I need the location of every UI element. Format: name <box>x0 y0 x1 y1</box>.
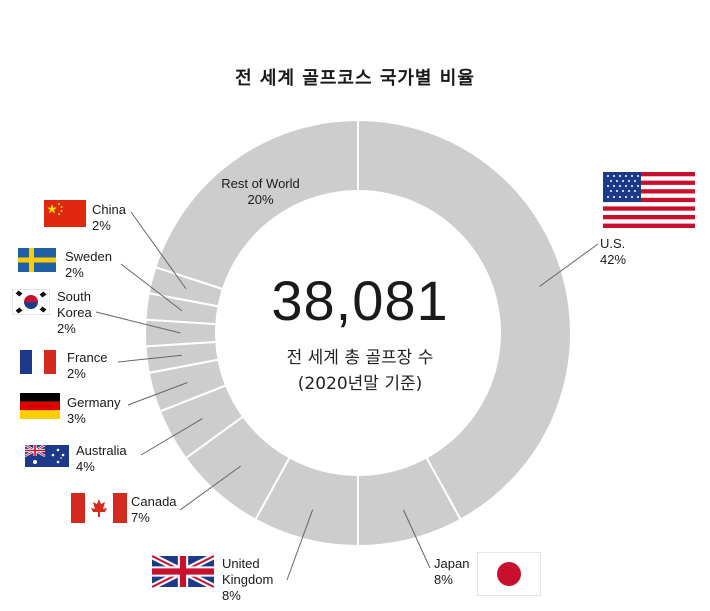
label-south-korea: South Korea 2% <box>57 289 92 337</box>
label-uk-name2: Kingdom <box>222 572 274 587</box>
label-uk-name1: United <box>222 556 260 571</box>
label-canada-pct: 7% <box>131 510 150 525</box>
uk-flag-icon <box>152 555 214 588</box>
leader-france <box>117 354 182 363</box>
label-japan-name: Japan <box>434 556 470 571</box>
label-canada: Canada 7% <box>131 494 177 526</box>
leader-australia <box>140 418 203 456</box>
usa-flag-icon <box>603 172 695 228</box>
label-korea-name1: South <box>57 289 91 304</box>
label-china-name: China <box>92 202 126 217</box>
slice-rest-of-world <box>154 118 359 291</box>
canada-flag-icon <box>71 493 127 523</box>
leader-south-korea <box>95 311 181 334</box>
leader-sweden <box>120 263 183 312</box>
label-sweden-pct: 2% <box>65 265 84 280</box>
france-flag-icon <box>20 350 56 374</box>
label-australia-name: Australia <box>76 443 127 458</box>
label-rest-name: Rest of World <box>221 176 300 191</box>
germany-flag-icon <box>20 393 60 419</box>
label-us-pct: 42% <box>600 252 627 267</box>
label-australia-pct: 4% <box>76 459 95 474</box>
label-china-pct: 2% <box>92 218 111 233</box>
label-rest-pct: 20% <box>247 192 274 207</box>
label-uk: United Kingdom 8% <box>222 556 273 604</box>
south-korea-flag-icon <box>12 289 50 315</box>
label-germany-name: Germany <box>67 395 121 410</box>
label-korea-name2: Korea <box>57 305 92 320</box>
china-flag-icon <box>44 200 86 227</box>
total-courses-value: 38,081 <box>271 269 449 332</box>
label-japan-pct: 8% <box>434 572 453 587</box>
leader-united-kingdom <box>286 509 314 581</box>
leader-germany <box>127 382 188 406</box>
label-australia: Australia 4% <box>76 443 127 475</box>
label-germany-pct: 3% <box>67 411 86 426</box>
total-courses-caption: 전 세계 총 골프장 수 <box>286 348 434 368</box>
label-uk-pct: 8% <box>222 588 241 603</box>
slice-u-s- <box>357 118 572 522</box>
label-us: U.S. 42% <box>600 236 626 268</box>
sweden-flag-icon <box>18 248 56 272</box>
label-france: France 2% <box>67 350 107 382</box>
leader-china <box>130 211 187 290</box>
label-korea-pct: 2% <box>57 321 76 336</box>
total-courses-date: (2020년말 기준) <box>297 374 423 394</box>
label-canada-name: Canada <box>131 494 177 509</box>
chart-title: 전 세계 골프코스 국가별 비율 <box>235 68 475 89</box>
leader-canada <box>179 465 241 511</box>
label-france-name: France <box>67 350 108 365</box>
label-france-pct: 2% <box>67 366 86 381</box>
leader-lines <box>95 211 599 581</box>
donut-slices <box>143 118 572 548</box>
australia-flag-icon <box>25 445 69 467</box>
label-sweden: Sweden 2% <box>65 249 112 281</box>
label-rest-of-world: Rest of World 20% <box>213 176 308 208</box>
label-us-name: U.S. <box>600 236 626 251</box>
leader-u-s- <box>539 243 599 287</box>
label-china: China 2% <box>92 202 126 234</box>
label-germany: Germany 3% <box>67 395 120 427</box>
label-japan: Japan 8% <box>434 556 469 588</box>
japan-flag-icon <box>477 552 541 596</box>
label-sweden-name: Sweden <box>65 249 112 264</box>
leader-japan <box>402 509 431 569</box>
